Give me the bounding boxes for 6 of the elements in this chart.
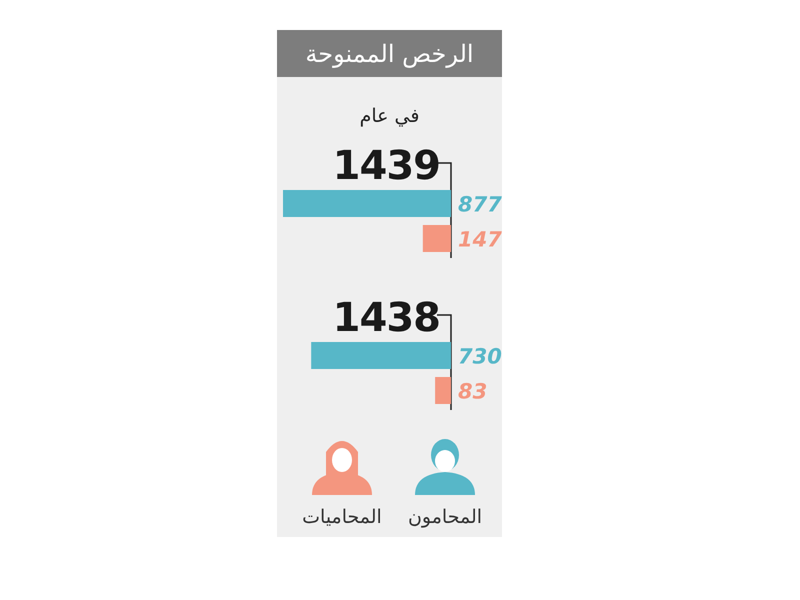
- title: الرخص الممنوحة: [305, 40, 474, 68]
- data-label-s0-c0: 877: [458, 192, 502, 216]
- data-label-s1-c0: 147: [458, 228, 502, 252]
- data-label-s0-c1: 730: [458, 344, 502, 368]
- subtitle: في عام: [360, 105, 420, 127]
- data-label-s1-c1: 83: [458, 380, 488, 404]
